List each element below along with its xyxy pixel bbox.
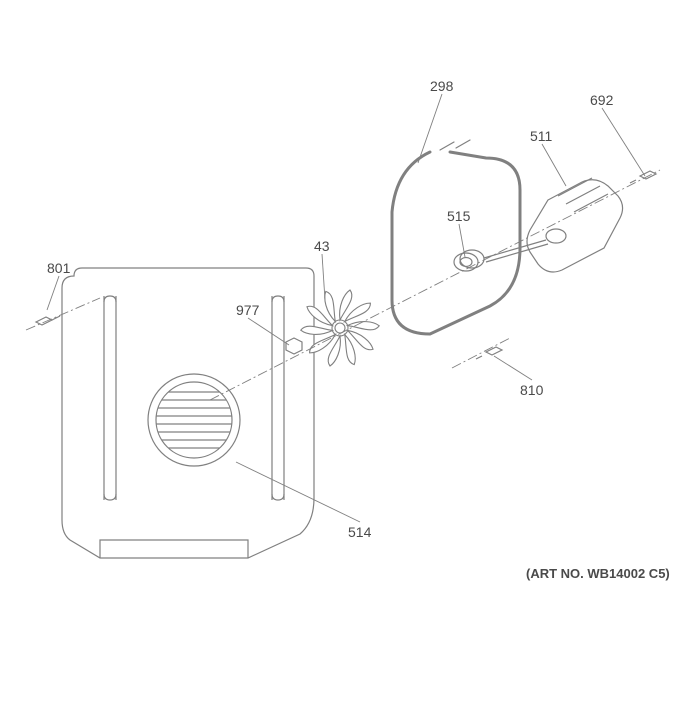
leader-515 (459, 224, 465, 257)
leader-514 (236, 462, 360, 522)
leader-810 (494, 356, 532, 380)
leader-692 (602, 108, 645, 176)
art-number: (ART NO. WB14002 C5) (526, 566, 670, 581)
callout-692: 692 (590, 92, 613, 108)
callout-515: 515 (447, 208, 470, 224)
callout-43: 43 (314, 238, 330, 254)
diagram-stage: 298 692 511 515 43 977 801 810 514 (ART NO. WB14… (0, 0, 680, 725)
nut-977 (286, 338, 302, 354)
leader-43 (322, 254, 325, 300)
leader-511 (542, 144, 566, 186)
callout-977: 977 (236, 302, 259, 318)
exploded-drawing (0, 0, 680, 725)
axis-810 (452, 338, 510, 368)
heater-298 (392, 140, 520, 334)
callout-514: 514 (348, 524, 371, 540)
callout-511: 511 (530, 128, 552, 144)
leader-977 (248, 318, 289, 345)
callout-801: 801 (47, 260, 70, 276)
axis-801 (26, 298, 100, 330)
leader-801 (47, 276, 59, 310)
cover-panel (62, 268, 314, 558)
callout-810: 810 (520, 382, 543, 398)
fan-43 (300, 290, 380, 366)
callout-298: 298 (430, 78, 453, 94)
